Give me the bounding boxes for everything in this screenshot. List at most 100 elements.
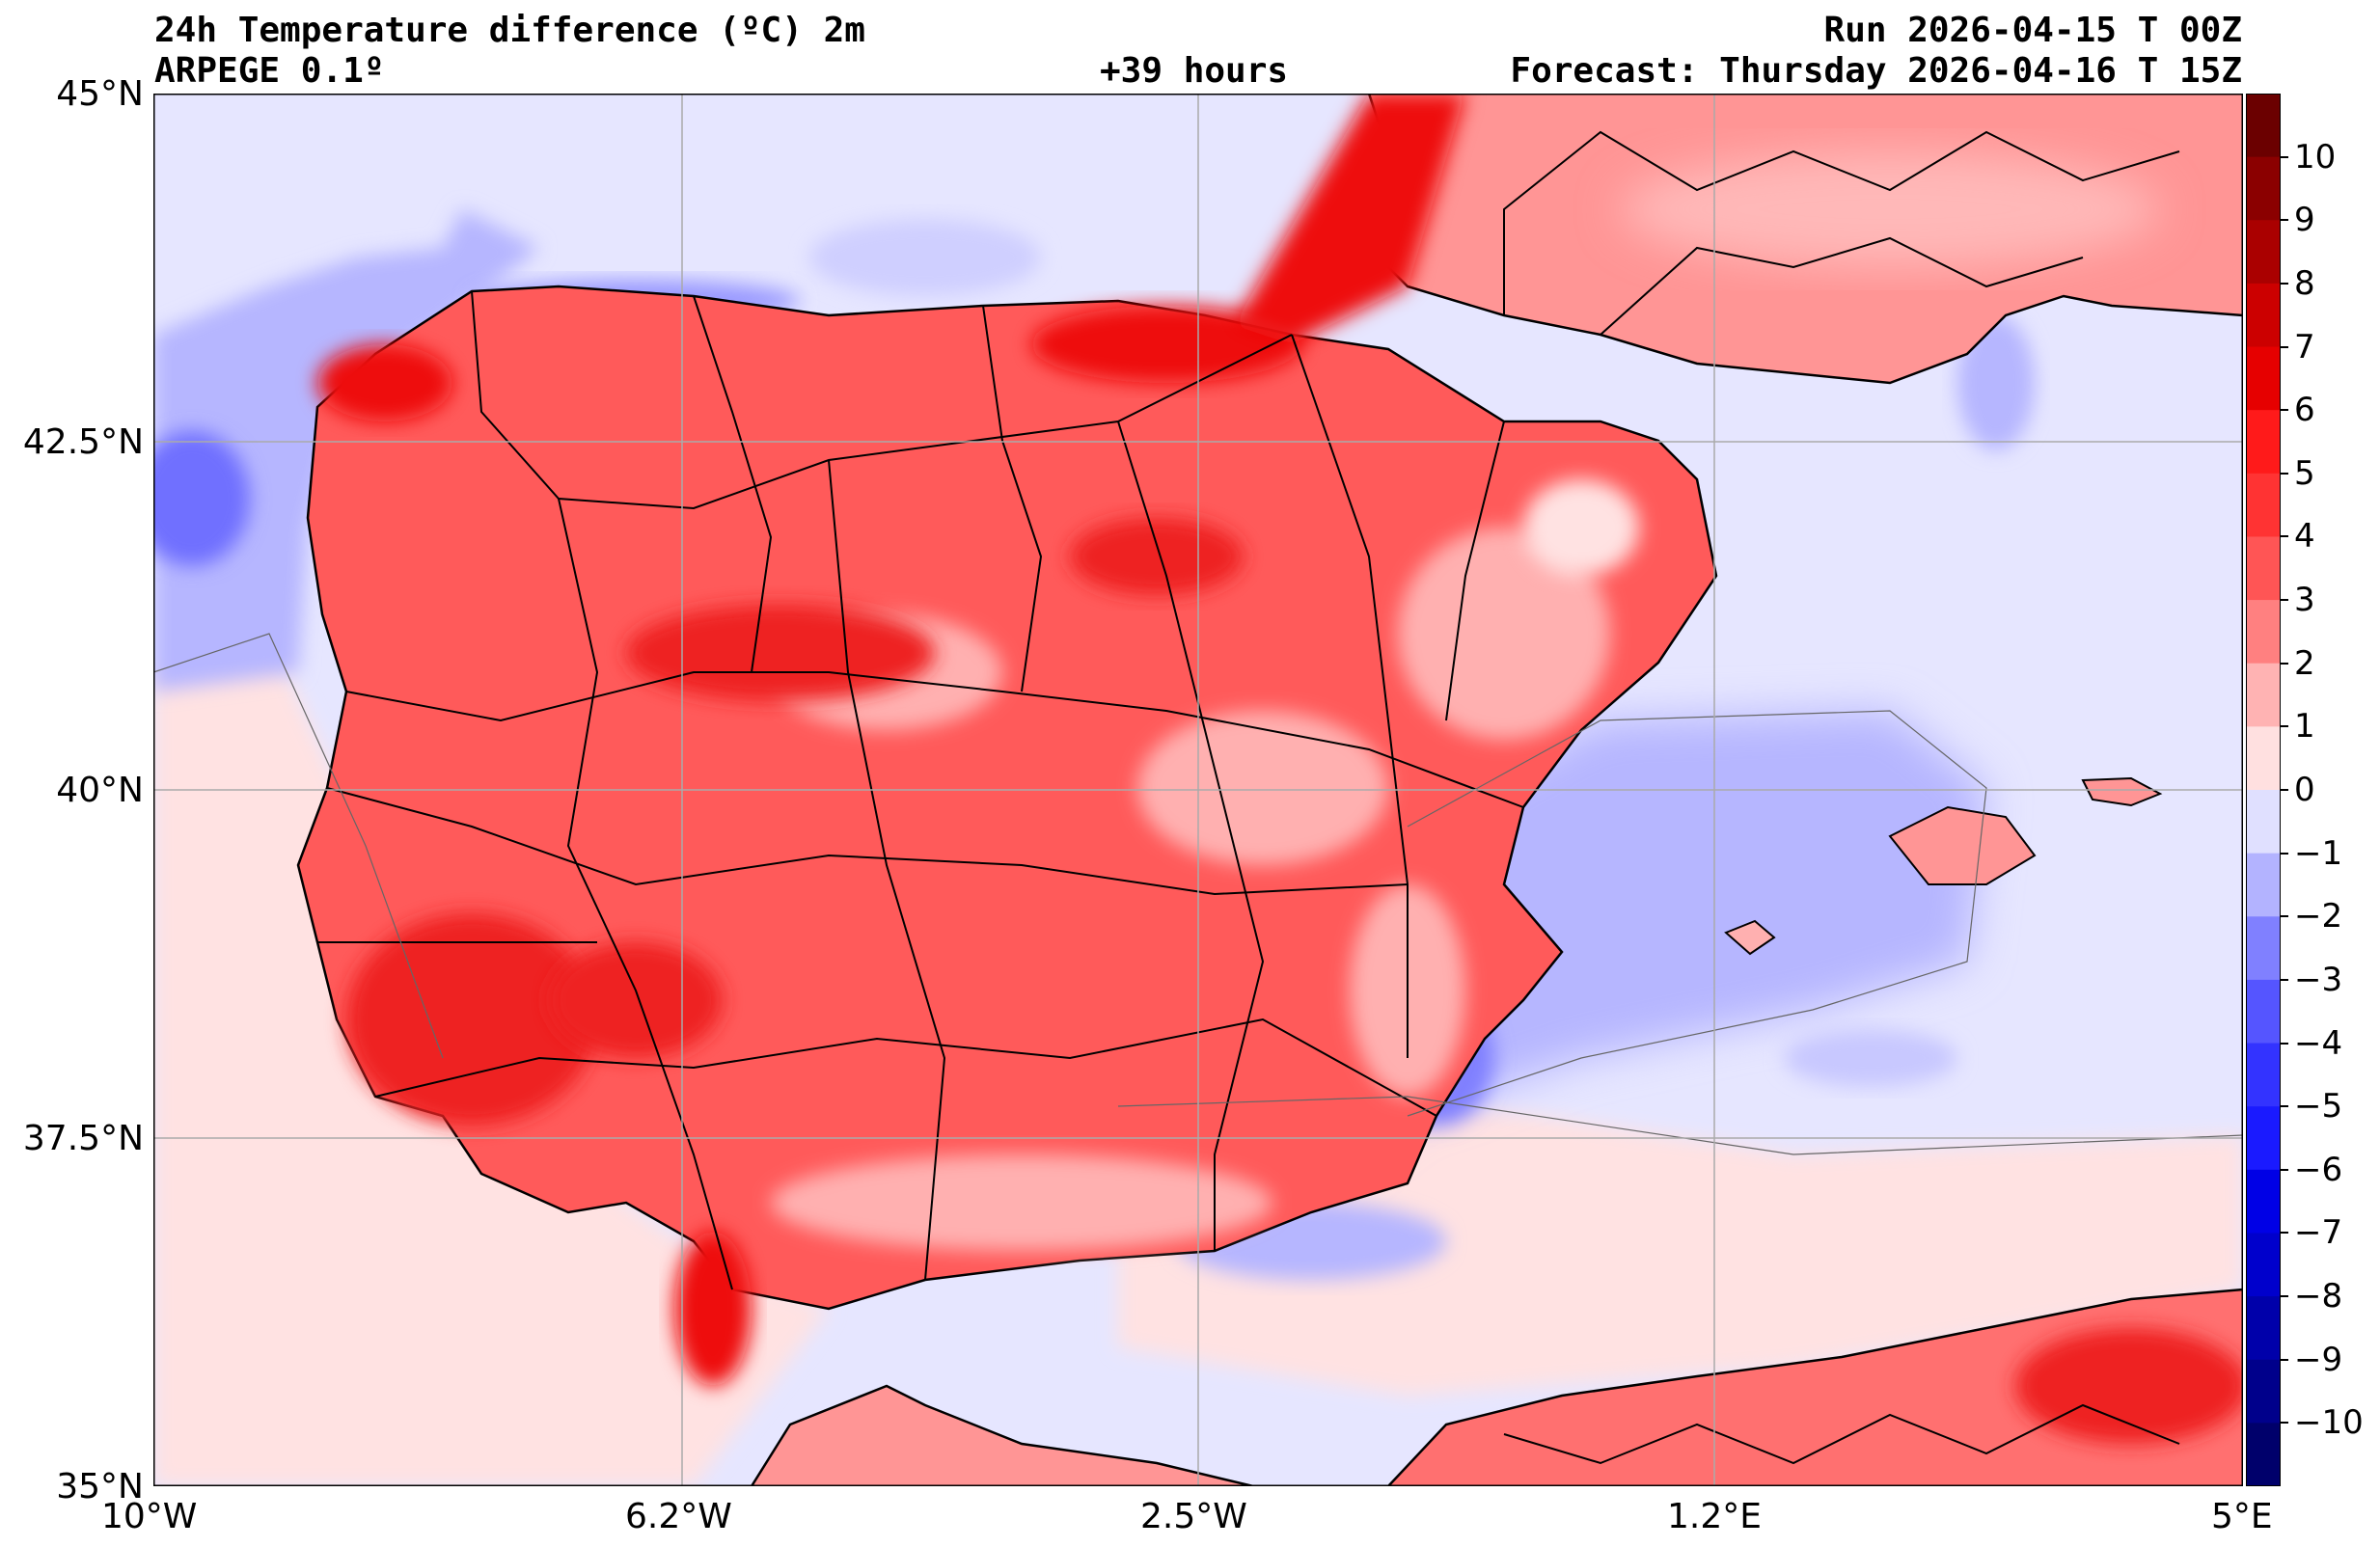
colorbar-tick-label: −2 (2294, 897, 2343, 936)
colorbar-tick-label: −10 (2294, 1403, 2364, 1443)
lead-time-label: +39 hours (1100, 51, 1289, 91)
colorbar-tick (2281, 1422, 2288, 1425)
colorbar-tick (2281, 978, 2288, 981)
ebro-neutral-zone (1523, 479, 1639, 576)
colorbar-tick-label: −9 (2294, 1340, 2343, 1379)
colorbar-tick (2281, 472, 2288, 475)
lon-tick-label: 1.2°E (1667, 1497, 1762, 1536)
colorbar-tick-label: −6 (2294, 1150, 2343, 1189)
central-hot-core (626, 605, 935, 701)
atlantic-cold-patch (153, 431, 250, 566)
colorbar-swatch (2246, 979, 2281, 1045)
colorbar-tick (2281, 345, 2288, 348)
colorbar-tick (2281, 1042, 2288, 1045)
atlantic-cool-zone (153, 209, 539, 692)
colorbar-tick-label: 10 (2294, 137, 2337, 176)
ibiza-island (1724, 919, 1776, 956)
colorbar-tick (2281, 662, 2288, 665)
colorbar-tick (2281, 725, 2288, 728)
colorbar-tick-label: 0 (2294, 771, 2315, 809)
colorbar-swatch (2246, 1296, 2281, 1361)
extremadura-hot-core (549, 942, 723, 1058)
lat-tick-label: 45°N (56, 74, 144, 114)
algeria-hot-core (2015, 1328, 2243, 1444)
colorbar-swatch (2246, 346, 2281, 411)
colorbar-swatch (2246, 94, 2281, 158)
colorbar-tick-label: 2 (2294, 643, 2315, 683)
lon-tick-label: 5°E (2211, 1497, 2273, 1536)
colorbar-tick (2281, 852, 2288, 855)
colorbar-tick-label: −1 (2294, 833, 2343, 873)
colorbar-swatch (2246, 790, 2281, 855)
lon-tick-label: 2.5°W (1140, 1497, 1247, 1536)
colorbar-tick-label: 4 (2294, 517, 2315, 556)
colorbar-tick-label: 6 (2294, 391, 2315, 430)
colorbar-tick-label: 1 (2294, 707, 2315, 746)
colorbar-tick-label: −7 (2294, 1213, 2343, 1253)
graticule (153, 94, 2243, 1486)
colorbar-tick (2281, 1358, 2288, 1361)
model-label: ARPEGE 0.1º (154, 51, 385, 91)
temperature-difference-map (153, 94, 2243, 1486)
colorbar-swatch (2246, 473, 2281, 537)
colorbar-tick (2281, 219, 2288, 222)
lat-tick-label: 37.5°N (22, 1119, 144, 1158)
lat-tick-label: 35°N (56, 1467, 144, 1506)
lon-tick-label: 6.2°W (625, 1497, 732, 1536)
colorbar-swatch (2246, 1106, 2281, 1171)
colorbar-swatch (2246, 1043, 2281, 1107)
colorbar (2246, 94, 2281, 1486)
colorbar-swatch (2246, 220, 2281, 285)
map-title: 24h Temperature difference (ºC) 2m (154, 11, 865, 50)
inland-mild-zone-2 (1137, 711, 1388, 865)
aquitaine-hot-band (1234, 94, 1465, 344)
colorbar-swatch (2246, 283, 2281, 348)
colorbar-tick (2281, 535, 2288, 538)
gulf-lion-cool-patch (1957, 315, 2035, 450)
run-label: Run 2026-04-15 T 00Z (1823, 11, 2242, 50)
colorbar-swatch (2246, 156, 2281, 221)
colorbar-tick-label: 5 (2294, 453, 2315, 493)
colorbar-swatch (2246, 853, 2281, 917)
colorbar-swatch (2246, 1423, 2281, 1486)
colorbar-tick-label: 9 (2294, 201, 2315, 240)
zero-contour-lines (153, 633, 2243, 1155)
colorbar-swatch (2246, 1233, 2281, 1297)
colorbar-tick-label: −4 (2294, 1023, 2343, 1063)
ebro-hot-core (1070, 518, 1244, 595)
colorbar-tick (2281, 1168, 2288, 1171)
colorbar-swatch (2246, 726, 2281, 791)
colorbar-tick (2281, 1295, 2288, 1298)
colorbar-tick-label: 7 (2294, 327, 2315, 366)
colorbar-swatch (2246, 1359, 2281, 1424)
menorca-island (2081, 776, 2163, 807)
colorbar-swatch (2246, 536, 2281, 601)
biscay-cool-patch (809, 219, 1041, 296)
administrative-borders (317, 130, 2180, 1465)
france-mild-zone (1620, 151, 2160, 267)
colorbar-tick (2281, 1232, 2288, 1235)
colorbar-swatch (2246, 600, 2281, 665)
colorbar-swatch (2246, 663, 2281, 727)
colorbar-tick-label: −5 (2294, 1087, 2343, 1126)
lat-tick-label: 42.5°N (22, 422, 144, 462)
colorbar-tick (2281, 915, 2288, 918)
forecast-label: Forecast: Thursday 2026-04-16 T 15Z (1510, 51, 2242, 91)
strait-hot-core (674, 1232, 752, 1386)
colorbar-tick (2281, 282, 2288, 285)
colorbar-tick-label: −3 (2294, 960, 2343, 999)
colorbar-tick (2281, 409, 2288, 412)
north-africa-land (750, 1384, 1254, 1486)
south-coast-mild-zone (771, 1154, 1272, 1251)
colorbar-swatch (2246, 916, 2281, 981)
colorbar-tick (2281, 1105, 2288, 1108)
colorbar-tick-label: −8 (2294, 1277, 2343, 1316)
colorbar-tick-label: 3 (2294, 581, 2315, 620)
colorbar-swatch (2246, 1169, 2281, 1234)
algeria-land (1386, 1288, 2243, 1486)
colorbar-swatch (2246, 410, 2281, 475)
lat-tick-label: 40°N (56, 771, 144, 810)
mallorca-island (1888, 805, 2037, 885)
west-med-cool-patch (1784, 1029, 1957, 1087)
galicia-hot-core (317, 344, 452, 421)
